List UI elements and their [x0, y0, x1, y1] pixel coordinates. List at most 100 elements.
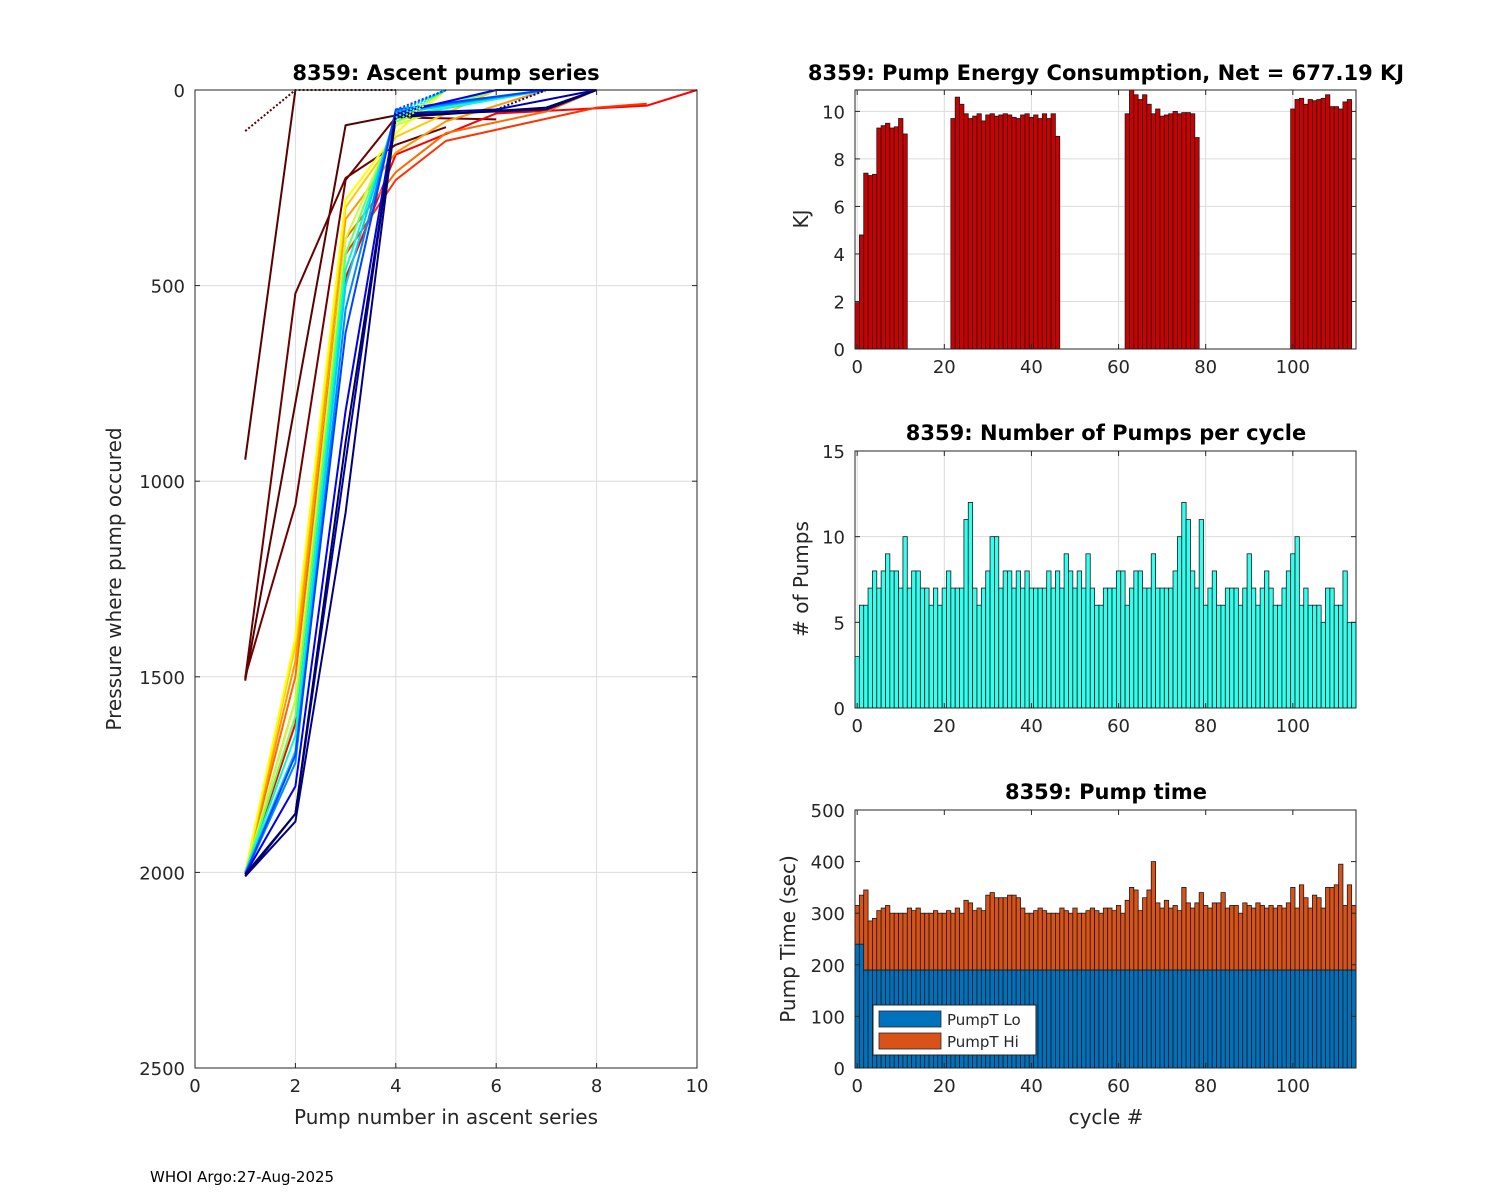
- pumps-x-tick-label: 100: [1276, 716, 1310, 737]
- pumptime-hi-bar: [950, 912, 956, 971]
- pumptime-hi-bar: [967, 902, 974, 971]
- pumptime-lo-bar: [1098, 969, 1104, 1069]
- pumps-bar: [1242, 587, 1248, 709]
- pumps-bar: [1142, 587, 1148, 709]
- pumps-bar: [1124, 604, 1130, 709]
- pumptime-hi-bar: [1211, 902, 1217, 971]
- energy-bar: [898, 118, 904, 350]
- pumptime-hi-bar: [1059, 907, 1065, 971]
- pumptime-y-tick-label: 300: [811, 904, 845, 925]
- pumptime-lo-bar: [1172, 969, 1178, 1069]
- pumptime-hi-bar: [1046, 912, 1052, 971]
- pumps-bar: [1168, 587, 1174, 709]
- pumptime-lo-bar: [1089, 969, 1096, 1069]
- pumptime-lo-bar: [1246, 969, 1252, 1069]
- pumptime-hi-bar: [1085, 910, 1091, 971]
- pumptime-hi-bar: [1277, 905, 1283, 971]
- pumptime-lo-bar: [1163, 969, 1170, 1069]
- pumptime-hi-bar: [1111, 910, 1117, 971]
- energy-bar: [1320, 97, 1326, 350]
- pumptime-hi-bar: [898, 912, 904, 971]
- energy-x-tick-label: 40: [1020, 357, 1043, 378]
- pumps-bar: [919, 587, 926, 709]
- pumptime-x-tick-label: 20: [933, 1076, 956, 1097]
- energy-y-tick-label: 2: [834, 292, 845, 313]
- pumptime-hi-bar: [1163, 899, 1170, 971]
- pumptime-lo-bar: [1338, 969, 1344, 1069]
- pumps-bar: [1107, 587, 1113, 709]
- energy-x-tick-label: 80: [1194, 357, 1217, 378]
- pumps-bar: [976, 604, 982, 709]
- pumptime-hi-bar: [1011, 894, 1017, 971]
- legend-label-lo: PumpT Lo: [947, 1011, 1021, 1029]
- pumps-bar: [1007, 570, 1013, 709]
- energy-bar: [967, 118, 974, 350]
- pumptime-lo-bar: [854, 943, 860, 1069]
- pumps-bar: [1072, 587, 1078, 709]
- ascent-y-tick-label: 1500: [139, 668, 185, 689]
- pumptime-lo-bar: [1325, 969, 1331, 1069]
- pumptime-lo-bar: [1211, 969, 1217, 1069]
- pumptime-lo-bar: [858, 943, 865, 1069]
- pumps-bar: [1216, 604, 1222, 709]
- pumptime-hi-bar: [924, 912, 930, 971]
- pumptime-hi-bar: [1207, 907, 1213, 971]
- energy-bar: [976, 113, 982, 350]
- pumptime-lo-bar: [1220, 969, 1226, 1069]
- ascent-plot-area: [195, 90, 697, 1068]
- pumptime-lo-bar: [1063, 969, 1069, 1069]
- pumptime-y-tick-label: 0: [834, 1059, 845, 1080]
- energy-bar: [1024, 113, 1030, 350]
- energy-bar: [1046, 118, 1052, 350]
- pumps-bar: [1268, 587, 1274, 709]
- pumps-y-tick-label: 10: [822, 528, 845, 549]
- pumps-bar: [1307, 604, 1313, 709]
- pumps-bar: [1102, 587, 1109, 709]
- pumptime-hi-bar: [1055, 912, 1061, 971]
- pumps-bar: [980, 587, 987, 709]
- pumptime-hi-bar: [1181, 887, 1187, 971]
- pumptime-hi-bar: [1190, 907, 1196, 971]
- pumptime-hi-bar: [928, 912, 934, 971]
- energy-bar: [1346, 99, 1353, 350]
- energy-bar: [1163, 114, 1170, 350]
- pumps-bar: [994, 536, 1000, 709]
- ascent-x-tick-label: 6: [490, 1076, 501, 1097]
- pumptime-hi-bar: [1159, 907, 1165, 971]
- pumptime-hi-bar: [1216, 902, 1222, 971]
- pumptime-lo-bar: [1207, 969, 1213, 1069]
- pumptime-hi-bar: [941, 912, 947, 971]
- pumptime-hi-bar: [902, 912, 908, 971]
- pumps-bar: [1325, 587, 1331, 709]
- energy-bar: [1002, 113, 1008, 350]
- pumptime-y-tick-label: 500: [811, 801, 845, 822]
- pumps-bar: [1063, 553, 1069, 709]
- pumps-bar: [858, 604, 865, 709]
- pumptime-hi-bar: [1033, 910, 1039, 971]
- pumps-bar: [1351, 621, 1357, 709]
- ascent-series-line-c4: [244, 89, 698, 873]
- pumptime-hi-bar: [872, 917, 878, 971]
- energy-bar: [1129, 89, 1135, 350]
- pumps-bar: [911, 570, 917, 709]
- ascent-y-tick-label: 0: [174, 81, 185, 102]
- pumptime-hi-bar: [876, 910, 882, 971]
- pumptime-hi-bar: [863, 889, 869, 971]
- pumps-bar: [1233, 587, 1239, 709]
- pumptime-lo-bar: [1259, 969, 1265, 1069]
- pumps-bar: [1190, 570, 1196, 709]
- pumps-bar: [1133, 570, 1139, 709]
- pumps-bar: [1155, 587, 1161, 709]
- energy-bar: [1316, 99, 1322, 350]
- pumps-bar: [1294, 536, 1300, 709]
- ascent-series-line-c15: [244, 89, 547, 875]
- pumptime-lo-bar: [1068, 969, 1074, 1069]
- pumps-axes-frame: [854, 450, 1357, 709]
- pumptime-lo-bar: [1081, 969, 1087, 1069]
- pumptime-lo-bar: [1203, 969, 1209, 1069]
- pumptime-lo-bar: [1237, 969, 1244, 1069]
- pumptime-hi-bar: [933, 910, 939, 971]
- energy-bar: [902, 133, 908, 350]
- pumps-bar: [937, 604, 943, 709]
- pumps-bar: [1329, 587, 1335, 709]
